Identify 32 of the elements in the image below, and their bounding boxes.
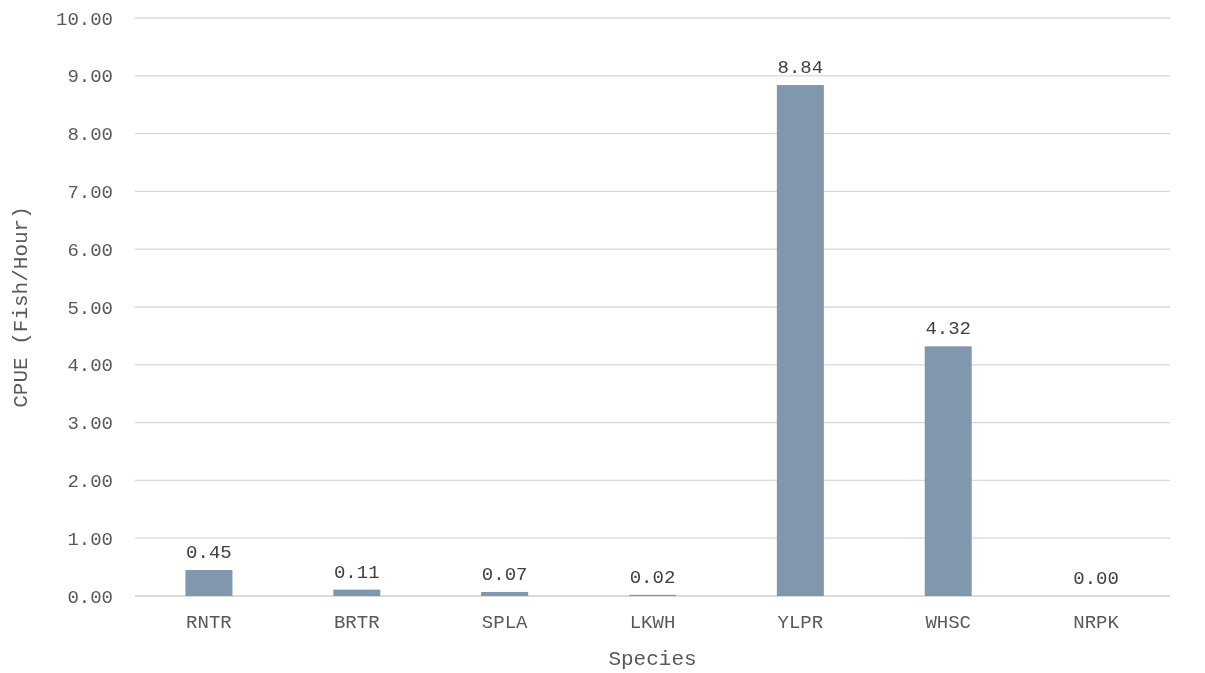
y-tick-label: 0.00 <box>67 586 113 609</box>
y-tick-label: 7.00 <box>67 182 113 205</box>
y-tick-label: 1.00 <box>67 528 113 551</box>
bar <box>481 591 529 596</box>
data-label: 0.02 <box>629 566 676 589</box>
x-tick-label: LKWH <box>629 612 676 634</box>
y-tick-label: 8.00 <box>67 124 113 147</box>
x-tick-label: YLPR <box>777 612 824 634</box>
data-label: 0.07 <box>481 563 528 586</box>
data-label: 8.84 <box>777 57 824 80</box>
y-tick-label: 5.00 <box>67 297 113 320</box>
y-tick-label: 9.00 <box>67 66 113 89</box>
y-axis-title: CPUE (Fish/Hour) <box>10 206 33 408</box>
data-label: 0.11 <box>333 561 380 584</box>
bar <box>333 589 381 596</box>
bar <box>776 85 824 596</box>
x-tick-label: NRPK <box>1073 612 1120 634</box>
data-label: 0.00 <box>1073 568 1119 590</box>
y-tick-label: 4.00 <box>67 355 113 378</box>
bar <box>185 569 233 596</box>
data-label: 4.32 <box>925 318 972 341</box>
y-tick-label: 10.00 <box>55 8 113 31</box>
bar <box>924 346 972 596</box>
x-tick-label: SPLA <box>481 612 529 634</box>
x-tick-label: BRTR <box>333 612 380 634</box>
x-tick-label: RNTR <box>186 612 232 634</box>
data-label: 0.45 <box>186 541 232 564</box>
x-tick-label: WHSC <box>925 612 972 634</box>
x-axis-title: Species <box>608 648 697 671</box>
y-tick-label: 6.00 <box>67 239 113 262</box>
y-tick-label: 2.00 <box>67 471 113 494</box>
y-tick-label: 3.00 <box>67 413 113 436</box>
